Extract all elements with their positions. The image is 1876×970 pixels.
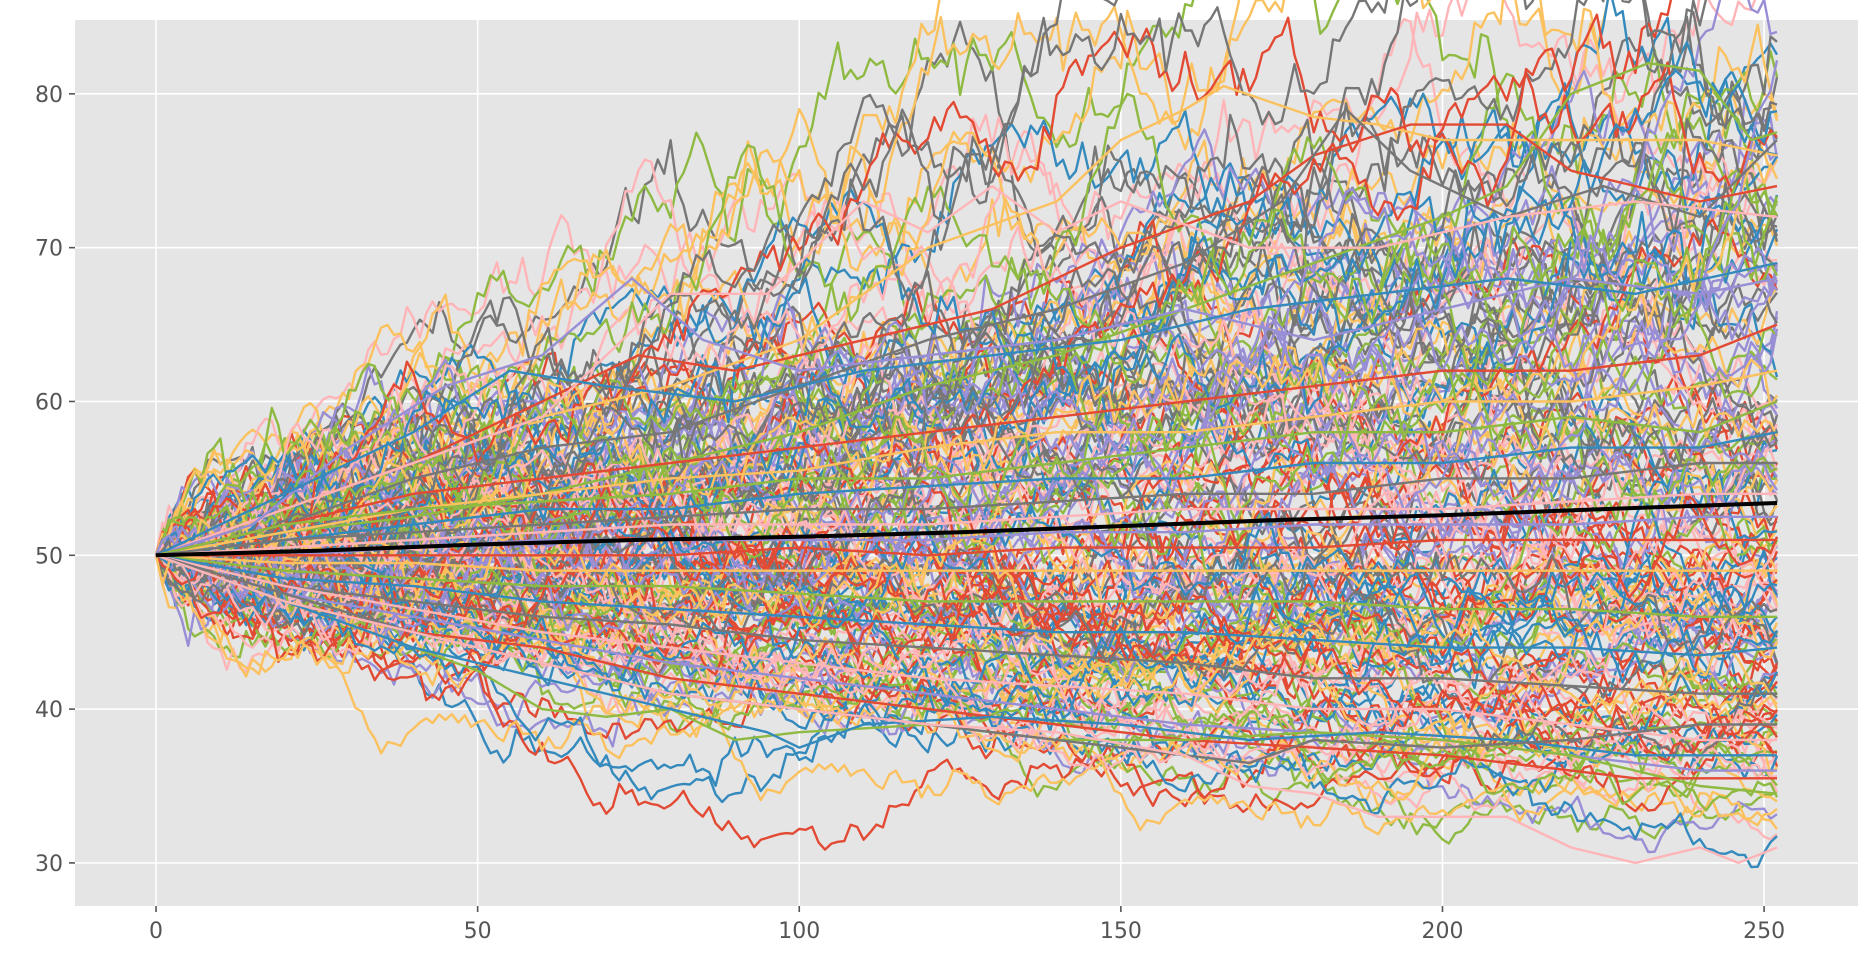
y-axis-ticks: 30 40 50 60 70 80 [35,83,75,877]
simulation-path [154,0,1779,556]
simulation-path [155,0,1673,556]
simulation-path [154,383,1778,648]
y-tick-label: 50 [35,544,63,569]
series-line [155,323,1778,557]
simulation-path [154,0,1419,637]
x-tick-label: 0 [149,919,163,944]
simulation-path [155,302,1778,595]
series-line [155,400,1778,557]
series-line [155,554,1777,618]
series-line [155,554,1777,757]
series-line [155,108,1778,557]
x-axis-ticks: 0 50 100 150 200 250 [149,906,1785,944]
x-tick-label: 50 [464,919,492,944]
y-tick-label: 70 [35,237,63,262]
series-line [156,538,1777,557]
simulation-path [155,554,1779,787]
y-tick-label: 80 [35,83,63,108]
simulation-path [155,396,1779,599]
series-line [155,554,1777,742]
simulation-path [155,0,1778,604]
series-line [155,123,1778,557]
simulation-path [154,554,1778,851]
simulation-path [154,519,1778,728]
series-line [155,461,1777,557]
simulation-path [155,155,1779,579]
x-tick-label: 250 [1743,919,1785,944]
series-line [155,277,1778,557]
simulation-path [154,379,1779,690]
series-line [155,554,1777,780]
series-line [155,554,1778,657]
y-tick-label: 60 [35,390,63,415]
y-tick-label: 40 [35,698,63,723]
mean-path-line [155,501,1778,558]
x-tick-label: 200 [1421,919,1463,944]
series-line [155,554,1777,695]
series-lines [154,0,1779,869]
x-tick-label: 100 [778,919,820,944]
series-line [155,184,1778,557]
simulation-path [154,0,1119,619]
y-tick-label: 30 [35,852,63,877]
simulation-path [154,130,1779,556]
series-line [155,369,1778,557]
x-tick-label: 150 [1100,919,1142,944]
simulation-path [155,0,941,595]
simulation-path [155,548,1778,869]
series-line [155,261,1778,557]
simulation-path [154,59,1779,612]
series-line [155,492,1777,557]
simulation-path [155,161,1779,592]
simulation-path [154,118,1779,575]
series-line [155,554,1778,865]
simulation-path [155,92,1779,566]
simulation-path [155,187,1779,634]
simulation-path [154,441,1778,656]
simulation-path [155,529,1779,712]
simulation-path [154,319,1779,648]
simulation-path [155,41,1778,593]
simulation-path [154,482,1779,762]
simulation-path [155,546,1779,760]
series-line [155,554,1777,572]
series-line [155,431,1778,557]
